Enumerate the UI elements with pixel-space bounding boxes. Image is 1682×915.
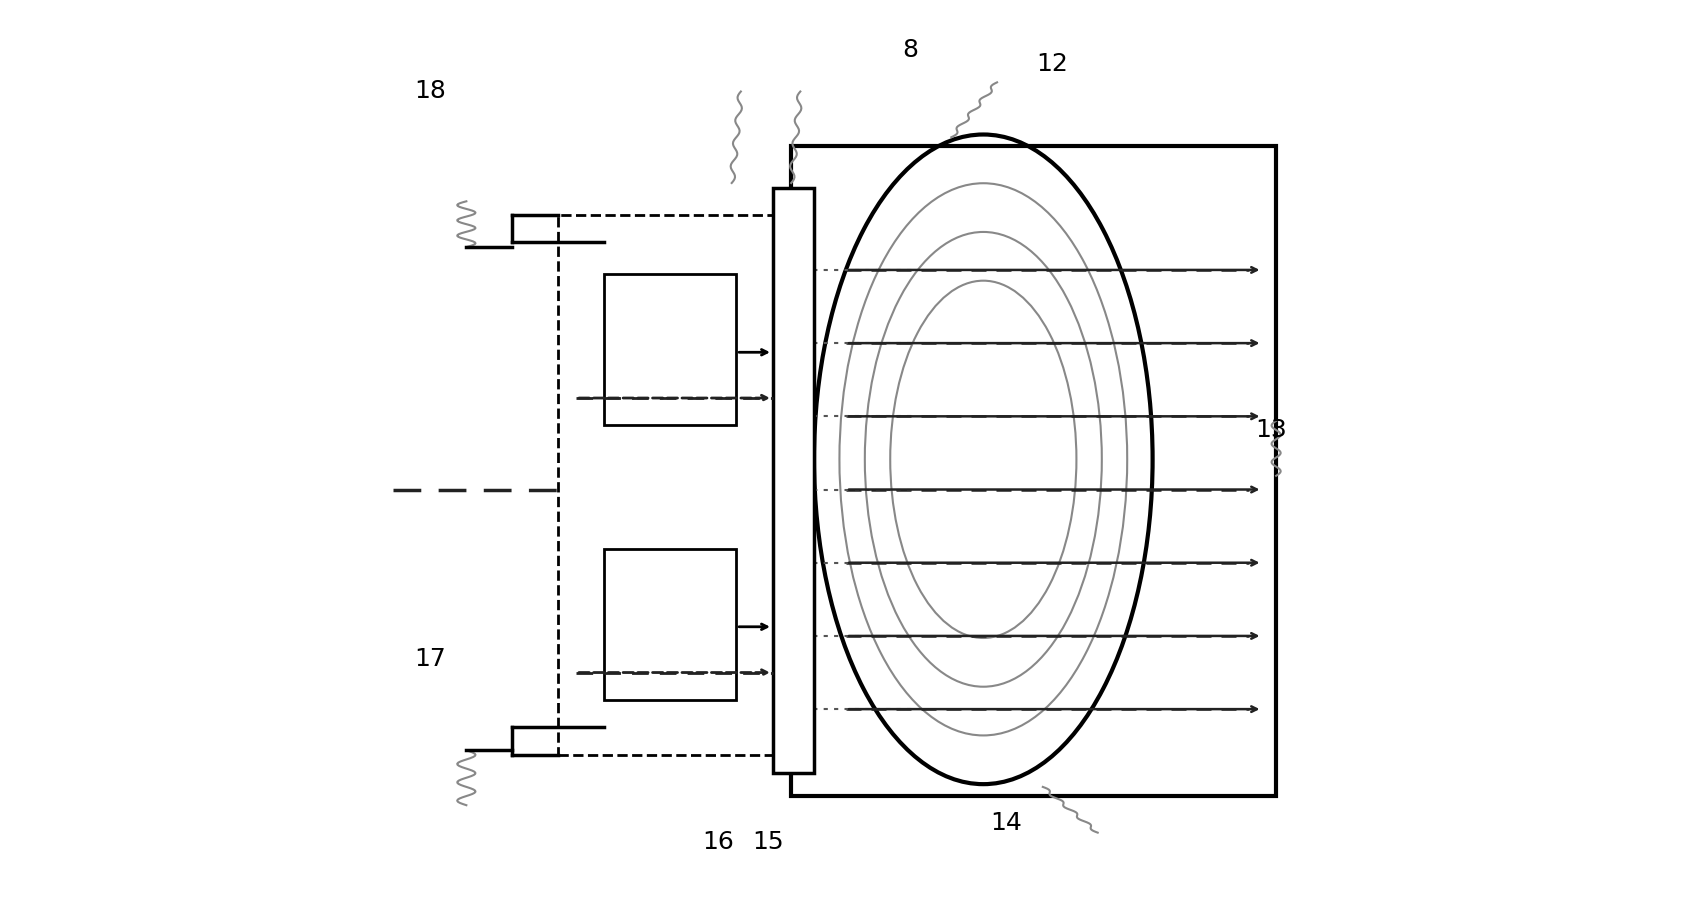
- Text: 13: 13: [1255, 418, 1287, 442]
- Bar: [772, 188, 814, 773]
- Text: 17: 17: [414, 647, 446, 671]
- Bar: [791, 146, 1275, 796]
- Bar: [604, 274, 735, 425]
- Bar: [604, 549, 735, 700]
- Text: 12: 12: [1036, 52, 1068, 76]
- Text: 14: 14: [989, 812, 1021, 835]
- Text: 15: 15: [752, 830, 784, 854]
- Text: 8: 8: [902, 38, 918, 62]
- Text: 16: 16: [701, 830, 733, 854]
- Bar: [557, 215, 772, 755]
- Text: 18: 18: [414, 80, 446, 103]
